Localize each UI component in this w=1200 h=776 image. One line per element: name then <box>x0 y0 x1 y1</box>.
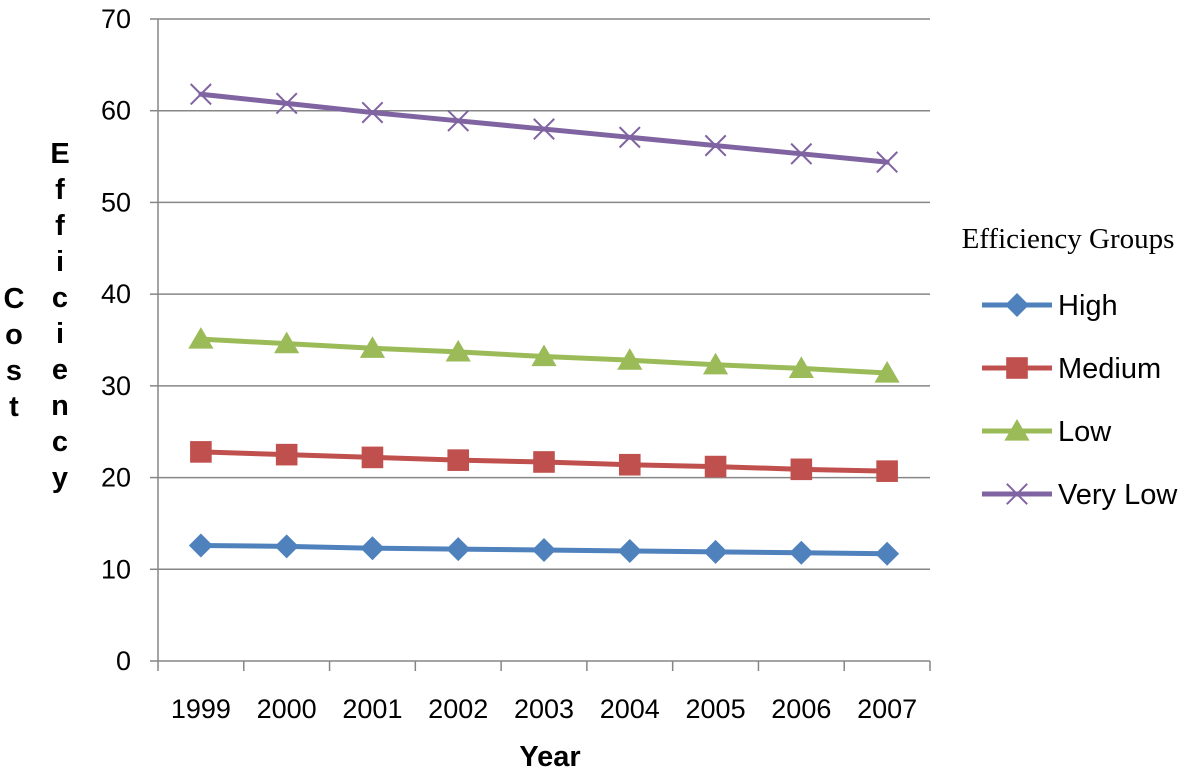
triangle-marker <box>359 336 386 358</box>
diamond-marker <box>703 539 728 564</box>
x-tick-label: 2007 <box>857 694 917 724</box>
square-marker <box>790 458 813 481</box>
y-tick-label: 70 <box>101 4 131 34</box>
series-group <box>188 83 900 566</box>
triangle-marker <box>702 352 729 375</box>
y-tick-label: 30 <box>101 371 131 401</box>
diamond-marker <box>360 536 385 561</box>
gridlines <box>158 18 930 571</box>
y-axis-title-letter: f <box>55 210 65 242</box>
legend-item: Low <box>982 416 1112 448</box>
x-marker <box>876 151 899 173</box>
y-tick-label: 60 <box>101 96 131 126</box>
square-marker <box>704 455 727 478</box>
y-axis-title-letter: c <box>52 282 68 314</box>
legend-item: High <box>982 290 1118 322</box>
y-axis-title-letter: c <box>52 426 68 458</box>
y-axis-title-letter: i <box>56 318 64 350</box>
triangle-marker <box>188 327 214 349</box>
x-marker <box>533 118 555 140</box>
square-marker <box>361 446 384 469</box>
triangle-marker <box>274 331 300 354</box>
x-marker <box>790 142 813 165</box>
triangle-marker <box>788 356 814 379</box>
x-marker <box>704 134 727 157</box>
legend-label: High <box>1058 290 1118 322</box>
y-axis-title-letter: i <box>56 246 64 278</box>
x-tick-label: 2000 <box>257 694 317 724</box>
y-tick-label: 50 <box>101 187 131 217</box>
diamond-marker <box>1005 293 1029 317</box>
x-axis-title: Year <box>519 741 580 773</box>
legend-title: Efficiency Groups <box>962 223 1175 255</box>
square-marker <box>618 453 641 476</box>
y-tick-label: 40 <box>101 279 131 309</box>
x-marker <box>275 92 298 115</box>
series-low <box>188 327 900 383</box>
y-tick-labels: 0 10 20 30 40 50 60 70 <box>101 4 131 676</box>
diamond-marker <box>532 538 556 563</box>
diamond-marker <box>789 540 814 565</box>
x-marker <box>618 126 641 149</box>
y-tick-label: 10 <box>101 554 131 584</box>
y-axis-title-letter: y <box>52 462 68 494</box>
series-high <box>188 533 900 566</box>
x-tick-label: 1999 <box>171 694 231 724</box>
legend-item: Very Low <box>982 479 1178 511</box>
axes <box>150 18 931 671</box>
triangle-marker <box>1004 419 1030 441</box>
y-axis-title-letter: s <box>6 355 22 387</box>
triangle-marker <box>445 339 471 362</box>
x-marker <box>1006 483 1028 505</box>
x-tick-label: 2004 <box>600 694 660 724</box>
diamond-marker <box>274 534 299 559</box>
triangle-marker <box>617 348 643 370</box>
legend-label: Low <box>1058 416 1112 448</box>
square-marker <box>190 441 212 463</box>
x-marker <box>447 109 470 132</box>
x-tick-label: 2003 <box>514 694 574 724</box>
y-axis-title-letter: E <box>50 138 69 170</box>
legend-item: Medium <box>982 353 1161 385</box>
x-marker <box>361 101 384 124</box>
x-tick-label: 2001 <box>342 694 402 724</box>
x-tick-label: 2005 <box>686 694 746 724</box>
y-axis-title-letter: t <box>9 391 19 423</box>
square-marker <box>275 443 298 466</box>
triangle-marker <box>531 344 557 367</box>
x-tick-labels: 1999 2000 2001 2002 2003 2004 2005 2006 2007 <box>171 694 917 724</box>
legend-label: Very Low <box>1058 479 1178 511</box>
square-marker <box>447 449 470 471</box>
square-marker <box>876 460 898 482</box>
y-axis-title-letter: n <box>51 390 69 422</box>
x-tick-label: 2006 <box>771 694 831 724</box>
triangle-marker <box>874 361 900 383</box>
y-axis-title-letter: f <box>55 174 65 206</box>
x-tick-label: 2002 <box>428 694 488 724</box>
series-very-low <box>189 83 899 173</box>
square-marker <box>533 451 555 473</box>
y-axis-title-letter: e <box>52 354 68 386</box>
series-medium <box>190 441 898 482</box>
square-marker <box>1006 357 1028 379</box>
legend: High Medium Low Very Low <box>982 290 1178 511</box>
y-axis-title-letter: o <box>5 319 23 351</box>
y-tick-label: 20 <box>101 463 131 493</box>
y-tick-label: 0 <box>116 646 131 676</box>
x-marker <box>189 83 212 106</box>
diamond-marker <box>446 537 471 562</box>
diamond-marker <box>617 538 642 563</box>
diamond-marker <box>875 541 900 566</box>
diamond-marker <box>188 533 213 558</box>
y-axis-title-letter: C <box>4 283 25 315</box>
legend-label: Medium <box>1058 353 1161 385</box>
